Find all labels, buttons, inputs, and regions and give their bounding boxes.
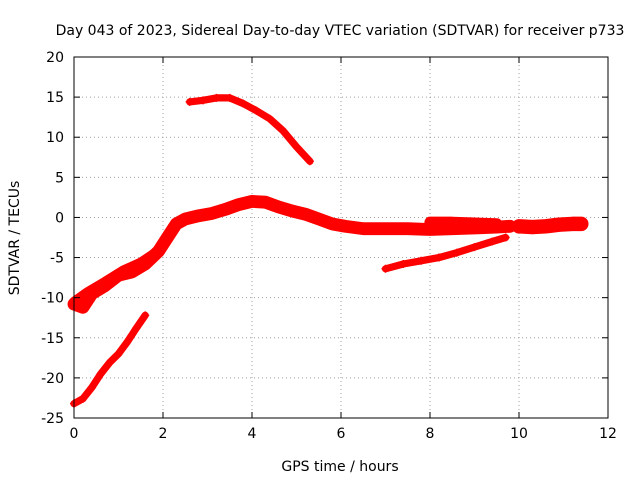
data-point [381, 264, 390, 273]
data-point [265, 114, 274, 123]
y-tick-label: -5 [50, 251, 64, 267]
data-point [470, 219, 479, 228]
data-point [577, 219, 586, 228]
data-point [399, 259, 408, 268]
data-point [96, 369, 105, 378]
data-point [239, 99, 248, 108]
x-tick-label: 8 [426, 426, 435, 442]
data-point [118, 266, 127, 275]
series-line [186, 94, 314, 165]
data-point [541, 222, 550, 231]
y-tick-label: 5 [55, 170, 64, 186]
data-point [515, 222, 523, 231]
data-point [181, 215, 190, 224]
data-point [185, 97, 194, 106]
data-point [78, 303, 87, 312]
x-tick-label: 12 [599, 426, 617, 442]
data-point [501, 233, 510, 242]
x-tick-label: 4 [248, 426, 257, 442]
data-point [381, 224, 390, 233]
data-point [207, 209, 216, 218]
data-point [136, 258, 145, 267]
data-point [555, 220, 564, 229]
data-point [434, 253, 443, 262]
data-point [212, 93, 221, 102]
x-tick-label: 6 [337, 426, 346, 442]
series-line [424, 216, 503, 230]
axis-ticks: 0 2 4 6 8 10 12 -25 -20 -15 -10 -5 0 5 10 15 20 [41, 50, 617, 442]
y-tick-label: -15 [41, 331, 64, 347]
data-point [568, 219, 577, 228]
data-point [359, 224, 368, 233]
data-point [403, 224, 412, 233]
series-arc-7 [511, 216, 589, 235]
data-point [426, 218, 434, 227]
data-point [141, 311, 150, 320]
data-point [132, 324, 141, 333]
data-point [417, 256, 426, 265]
series-arc-1 [70, 311, 150, 408]
data-point [452, 248, 461, 257]
chart-title: Day 043 of 2023, Sidereal Day-to-day VTE… [56, 23, 625, 39]
grid-lines [74, 57, 608, 418]
data-point [221, 205, 230, 214]
data-point [288, 207, 297, 216]
data-point [470, 243, 479, 252]
data-point [234, 200, 243, 209]
data-point [87, 383, 96, 392]
y-tick-label: 20 [46, 50, 64, 66]
data-point [301, 210, 310, 219]
y-tick-label: 0 [55, 210, 64, 226]
y-tick-label: 15 [46, 90, 64, 106]
y-tick-label: -10 [41, 291, 64, 307]
data-point [279, 126, 288, 135]
data-point [172, 219, 181, 228]
data-point [274, 203, 283, 212]
series-arc-2 [185, 93, 314, 166]
data-point [314, 215, 323, 224]
data-point [488, 237, 497, 246]
y-axis-label: SDTVAR / TECUs [7, 181, 23, 296]
x-tick-label: 10 [510, 426, 528, 442]
data-point [305, 157, 314, 166]
data-point [261, 198, 270, 207]
data-point [199, 96, 208, 105]
y-tick-label: 10 [46, 130, 64, 146]
data-point [328, 219, 337, 228]
data-point [225, 93, 234, 102]
data-point [252, 106, 261, 115]
data-point [492, 219, 501, 228]
data-point [101, 277, 110, 286]
data-point [528, 223, 537, 232]
data-point [150, 249, 159, 258]
series-arc-4 [424, 216, 503, 230]
x-tick-label: 2 [159, 426, 168, 442]
data-point [163, 233, 172, 242]
data-point [78, 394, 87, 403]
data-point [341, 222, 350, 231]
x-tick-label: 0 [70, 426, 79, 442]
series-arc-6 [381, 233, 510, 273]
series-line [69, 248, 159, 307]
data-point [248, 197, 256, 206]
y-tick-label: -25 [41, 411, 64, 427]
data-point [114, 349, 123, 358]
data-point [194, 211, 203, 220]
y-tick-label: -20 [41, 371, 64, 387]
data-point [105, 358, 114, 367]
data-point [83, 288, 92, 297]
data-series [67, 93, 589, 408]
data-point [292, 142, 301, 151]
data-point [123, 337, 132, 346]
data-point [448, 218, 457, 227]
x-axis-label: GPS time / hours [281, 459, 398, 475]
